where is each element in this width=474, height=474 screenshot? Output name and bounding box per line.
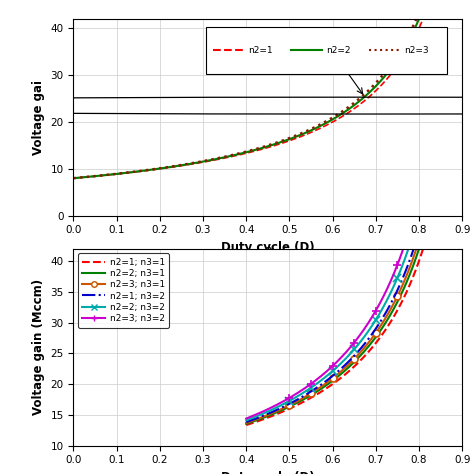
Text: n2=1: n2=1 [248, 46, 273, 55]
Text: a: a [264, 244, 272, 258]
X-axis label: Duty cycle (D): Duty cycle (D) [221, 471, 315, 474]
Text: n2=2: n2=2 [326, 46, 351, 55]
Y-axis label: Voltage gain (Mccm): Voltage gain (Mccm) [32, 279, 45, 415]
Text: n2=3: n2=3 [404, 46, 428, 55]
Legend: n2=1; n3=1, n2=2; n3=1, n2=3; n3=1, n2=1; n3=2, n2=2; n3=2, n2=3; n3=2: n2=1; n3=1, n2=2; n3=1, n2=3; n3=1, n2=1… [78, 254, 169, 328]
X-axis label: Duty cycle (D): Duty cycle (D) [221, 241, 315, 254]
Y-axis label: Voltage gai: Voltage gai [32, 80, 45, 155]
FancyBboxPatch shape [206, 27, 447, 74]
